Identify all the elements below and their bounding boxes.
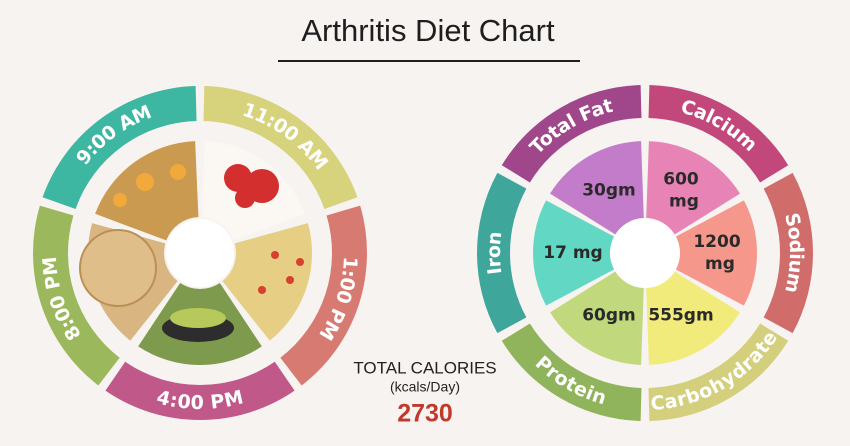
meal-segment bbox=[32, 205, 120, 386]
veg bbox=[296, 258, 304, 266]
egg-yolk bbox=[113, 193, 127, 207]
meal-segment bbox=[280, 205, 367, 386]
nutrient-segment bbox=[501, 85, 642, 183]
nutrient-amount: 17 mg bbox=[543, 243, 602, 263]
egg-yolk bbox=[136, 173, 154, 191]
roti bbox=[79, 229, 157, 307]
nutrient-segment bbox=[501, 323, 642, 421]
egg-yolk bbox=[170, 164, 186, 180]
veg bbox=[258, 286, 266, 294]
nutrient-wedge bbox=[645, 141, 740, 253]
nutrient-name-text: Iron bbox=[482, 230, 505, 275]
tea bbox=[170, 308, 226, 328]
nutrient-wedge bbox=[645, 253, 740, 365]
meal-segment bbox=[105, 361, 295, 420]
center bbox=[166, 219, 234, 287]
meal-segment bbox=[203, 86, 358, 209]
nutrient-segment bbox=[648, 85, 789, 183]
nutrient-wedge bbox=[550, 141, 645, 253]
nutrient-amount: 1200 mg bbox=[693, 232, 740, 274]
food-image bbox=[222, 223, 312, 341]
nutrient-name: Iron bbox=[482, 230, 505, 275]
nutrient-wedge bbox=[645, 200, 757, 306]
nutrient-amount: 555gm bbox=[648, 305, 713, 325]
apple bbox=[235, 188, 255, 208]
nutrient-wedge bbox=[533, 200, 645, 306]
nutrient-segment bbox=[763, 172, 813, 334]
title: Arthritis Diet Chart bbox=[301, 13, 555, 48]
center bbox=[610, 218, 680, 288]
veg bbox=[286, 276, 294, 284]
nutrient-amount: 30gm bbox=[582, 181, 636, 201]
nutrient-amount: 600 mg bbox=[663, 170, 699, 212]
veg bbox=[271, 251, 279, 259]
apple bbox=[224, 164, 252, 192]
nutrient-segment bbox=[477, 172, 527, 334]
meal-segment bbox=[42, 86, 197, 209]
calories-value: 2730 bbox=[397, 400, 453, 428]
nutrient-wedge bbox=[550, 253, 645, 365]
nutrient-segment bbox=[648, 323, 789, 421]
calories-unit: (kcals/Day) bbox=[390, 379, 460, 395]
calories-label: TOTAL CALORIES bbox=[353, 358, 496, 377]
nutrient-amount: 60gm bbox=[582, 305, 636, 325]
